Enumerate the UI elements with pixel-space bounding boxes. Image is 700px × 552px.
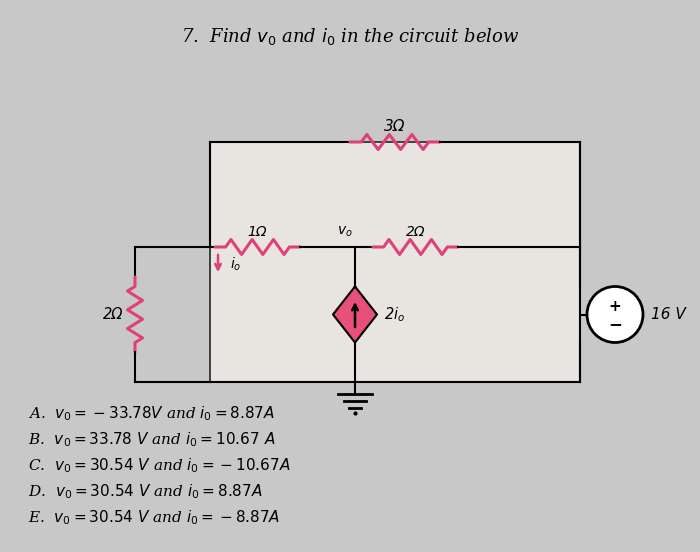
Text: 3Ω: 3Ω — [384, 119, 406, 134]
Circle shape — [587, 286, 643, 342]
Text: 7.  Find $v_0$ and $i_0$ in the circuit below: 7. Find $v_0$ and $i_0$ in the circuit b… — [181, 26, 519, 47]
Polygon shape — [333, 286, 377, 342]
Text: 2Ω: 2Ω — [406, 225, 426, 239]
FancyBboxPatch shape — [210, 142, 580, 382]
Text: C.  $v_0 = 30.54\ V$ and $i_0 = -10.67A$: C. $v_0 = 30.54\ V$ and $i_0 = -10.67A$ — [28, 457, 290, 475]
Text: 2Ω: 2Ω — [103, 307, 123, 322]
Text: −: − — [608, 316, 622, 333]
Text: E.  $v_0 = 30.54\ V$ and $i_0 = -8.87A$: E. $v_0 = 30.54\ V$ and $i_0 = -8.87A$ — [28, 508, 280, 527]
Text: 2$i_o$: 2$i_o$ — [384, 305, 405, 324]
Text: D.  $v_0 = 30.54\ V$ and $i_0 = 8.87A$: D. $v_0 = 30.54\ V$ and $i_0 = 8.87A$ — [28, 482, 262, 501]
Text: B.  $v_0 = 33.78\ V$ and $i_0 = 10.67\ A$: B. $v_0 = 33.78\ V$ and $i_0 = 10.67\ A$ — [28, 431, 276, 449]
Text: 16 V: 16 V — [651, 307, 686, 322]
Text: $i_o$: $i_o$ — [230, 255, 241, 273]
Text: +: + — [608, 299, 622, 314]
Text: $v_o$: $v_o$ — [337, 225, 353, 239]
Text: 1Ω: 1Ω — [248, 225, 267, 239]
Text: A.  $v_0 = -33.78V$ and $i_0 = 8.87A$: A. $v_0 = -33.78V$ and $i_0 = 8.87A$ — [28, 405, 275, 423]
